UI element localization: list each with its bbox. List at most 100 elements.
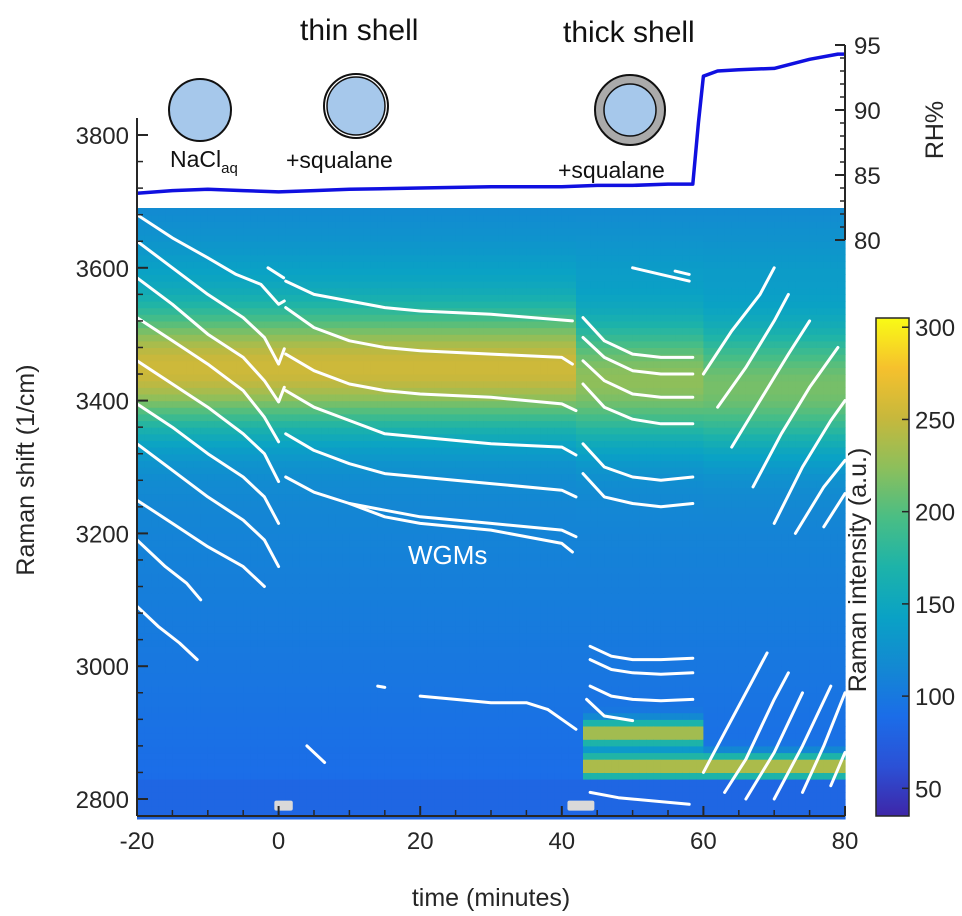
heatmap-cell [349, 752, 358, 760]
heatmap-cell [222, 805, 230, 813]
heatmap-cell [321, 254, 329, 262]
heatmap-cell [391, 726, 400, 734]
heatmap-cell [328, 347, 336, 355]
heatmap-cell [186, 354, 195, 362]
heatmap-cell [455, 433, 464, 441]
heatmap-cell [342, 779, 350, 787]
heatmap-cell [172, 712, 181, 720]
heatmap-cell [413, 214, 421, 222]
heatmap-cell [455, 646, 464, 654]
heatmap-cell [158, 586, 166, 594]
heatmap-cell [243, 672, 251, 680]
heatmap-cell [462, 447, 471, 455]
heatmap-cell [363, 247, 372, 256]
heatmap-cell [335, 633, 343, 641]
heatmap-cell [491, 679, 499, 687]
heatmap-cell [512, 692, 520, 700]
heatmap-cell [399, 666, 407, 674]
heatmap-cell [257, 745, 266, 754]
heatmap-cell [207, 214, 216, 222]
heatmap-cell [427, 619, 435, 627]
heatmap-cell [342, 228, 350, 236]
heatmap-cell [144, 699, 152, 707]
heatmap-cell [491, 659, 499, 667]
heatmap-cell [151, 480, 159, 488]
heatmap-cell [441, 573, 450, 581]
heatmap-cell [483, 234, 492, 242]
heatmap-cell [165, 214, 173, 222]
heatmap-cell [427, 254, 435, 262]
heatmap-cell [427, 599, 435, 607]
heatmap-cell [165, 719, 173, 727]
heatmap-cell [448, 599, 457, 607]
heatmap-cell [193, 374, 202, 382]
heatmap-cell [229, 726, 237, 734]
heatmap-cell [505, 613, 513, 621]
heatmap-cell [222, 354, 230, 362]
heatmap-cell [434, 672, 443, 680]
heatmap-cell [505, 739, 513, 747]
heatmap-cell [306, 394, 315, 402]
heatmap-cell [299, 493, 308, 501]
heatmap-cell [413, 626, 421, 634]
heatmap-cell [434, 759, 443, 767]
heatmap-cell [377, 294, 386, 302]
heatmap-cell [250, 380, 258, 388]
heatmap-cell [144, 261, 152, 269]
heatmap-cell [377, 679, 386, 687]
heatmap-cell [172, 726, 181, 734]
heatmap-cell [158, 546, 166, 554]
heatmap-cell [158, 247, 166, 256]
heatmap-cell [243, 606, 251, 614]
heatmap-cell [505, 579, 513, 588]
heatmap-cell [455, 380, 464, 388]
heatmap-cell [363, 659, 372, 667]
heatmap-cell [229, 606, 237, 614]
heatmap-cell [391, 739, 400, 747]
heatmap-cell [519, 619, 527, 627]
heatmap-cell [441, 633, 450, 641]
heatmap-cell [342, 234, 350, 242]
heatmap-cell [214, 586, 223, 594]
heatmap-cell [214, 281, 223, 289]
heatmap-cell [214, 453, 223, 461]
heatmap-cell [498, 407, 506, 415]
heatmap-cell [137, 739, 145, 747]
heatmap-cell [144, 779, 152, 787]
heatmap-cell [476, 380, 485, 388]
heatmap-cell [314, 500, 322, 508]
heatmap-cell [370, 626, 379, 634]
heatmap-cell [207, 493, 216, 501]
heatmap-cell [306, 307, 315, 315]
heatmap-cell [434, 699, 443, 707]
heatmap-cell [193, 493, 202, 501]
heatmap-cell [427, 772, 435, 780]
heatmap-cell [257, 513, 266, 521]
heatmap-cell [229, 394, 237, 402]
heatmap-cell [505, 327, 513, 335]
heatmap-cell [455, 699, 464, 707]
heatmap-cell [427, 719, 435, 727]
heatmap-cell [462, 334, 471, 342]
heatmap-cell [292, 779, 301, 787]
heatmap-cell [278, 467, 287, 475]
heatmap-cell [363, 208, 372, 216]
heatmap-cell [264, 334, 273, 342]
heatmap-cell [172, 254, 181, 262]
heatmap-cell [172, 486, 181, 495]
heatmap-cell [257, 765, 266, 773]
heatmap-cell [328, 486, 336, 495]
heatmap-cell [292, 619, 301, 627]
heatmap-cell [469, 234, 478, 242]
heatmap-cell [370, 241, 379, 249]
heatmap-cell [469, 447, 478, 455]
heatmap-cell [236, 666, 244, 674]
heatmap-cell [434, 619, 443, 627]
heatmap-cell [491, 506, 499, 514]
heatmap-cell [193, 706, 202, 714]
heatmap-cell [193, 208, 202, 216]
heatmap-cell [448, 745, 457, 754]
heatmap-cell [151, 254, 159, 262]
heatmap-cell [299, 221, 308, 229]
heatmap-cell [469, 228, 478, 236]
